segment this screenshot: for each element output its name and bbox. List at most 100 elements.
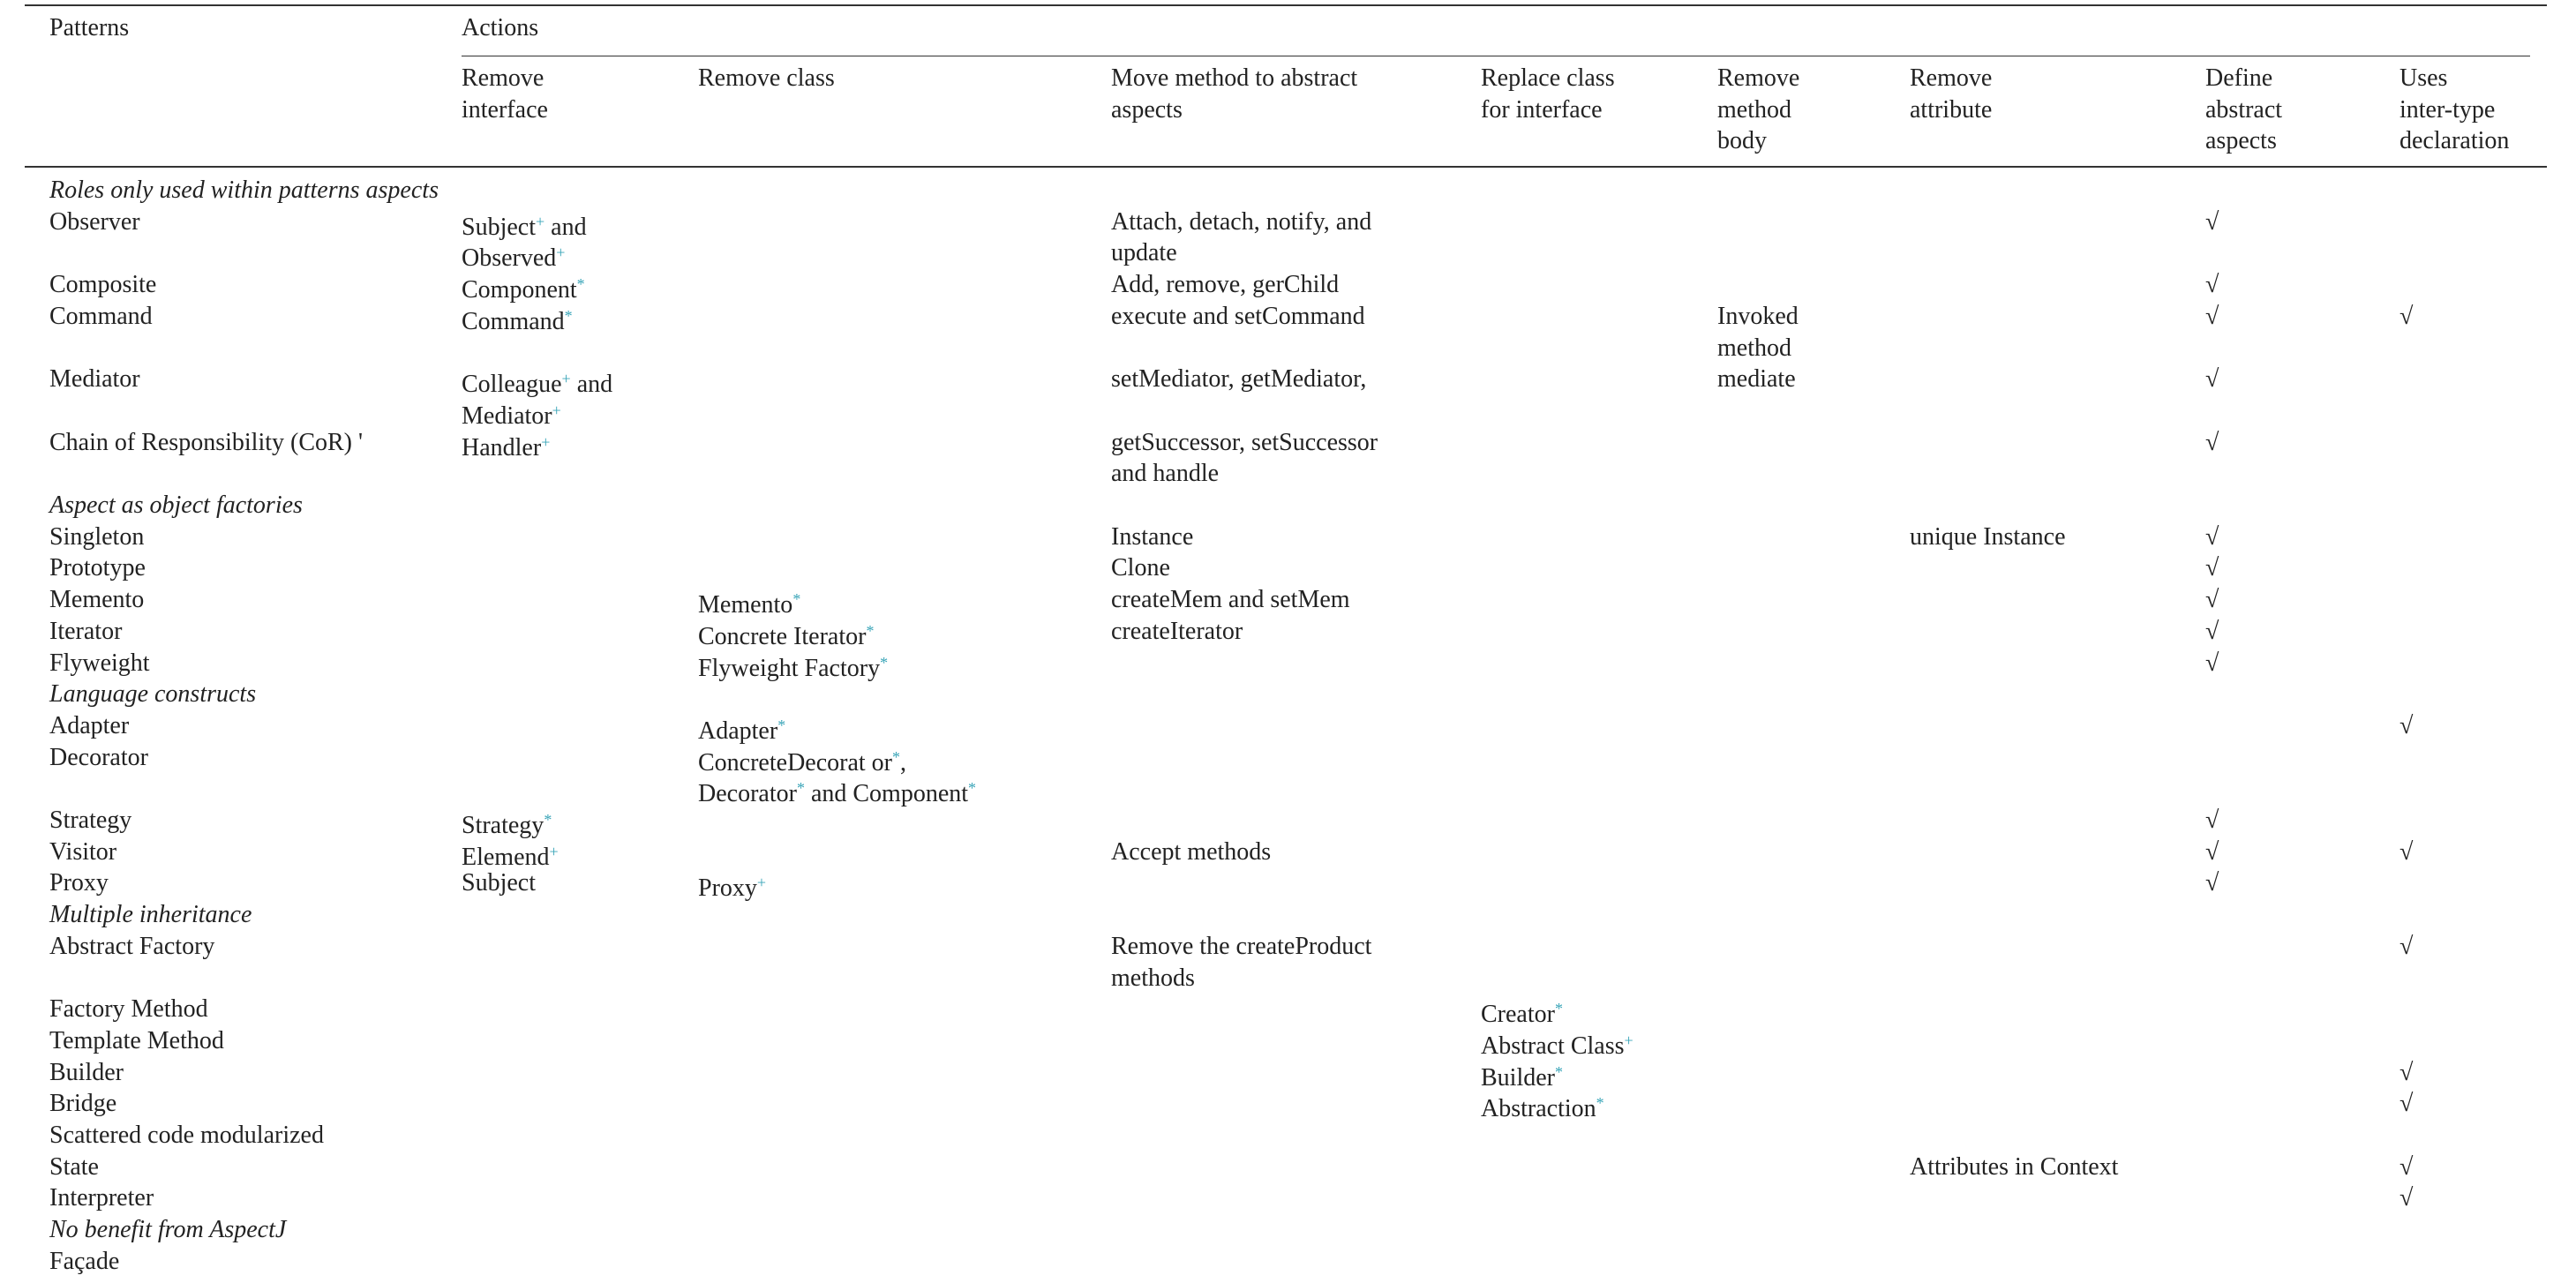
column-header: Move method to abstract xyxy=(1111,64,1358,92)
column-header: Define xyxy=(2205,64,2273,92)
cell-line: Abstraction* xyxy=(1481,1088,1604,1125)
group-label: Multiple inheritance xyxy=(49,901,252,929)
cell-text: √ xyxy=(2205,271,2219,299)
cell-line: Flyweight Factory* xyxy=(698,648,888,685)
cell-text: √ xyxy=(2205,522,2219,551)
cell-text: √ xyxy=(2205,365,2219,394)
cell-text: and xyxy=(544,213,587,241)
cell-text: mediate xyxy=(1717,365,1796,394)
cell-text: Mediator xyxy=(462,401,552,430)
superscript: * xyxy=(777,716,786,734)
cell-text: √ xyxy=(2205,649,2219,677)
cell-text: √ xyxy=(2400,1058,2414,1086)
cell-text: Observed xyxy=(462,244,557,273)
cell-text: update xyxy=(1111,239,1177,267)
cell-line: mediate xyxy=(1717,364,1796,395)
cell-text: , xyxy=(900,748,906,777)
cell-text: execute and setCommand xyxy=(1111,302,1365,330)
cell-line: Command* xyxy=(462,301,573,338)
column-header: abstract xyxy=(2205,95,2283,124)
superscript: * xyxy=(564,306,573,325)
cell-text: unique Instance xyxy=(1910,522,2066,551)
cell-text: Accept methods xyxy=(1111,837,1272,866)
cell-line: √ xyxy=(2205,521,2219,553)
column-header: Remove xyxy=(1910,64,1993,92)
cell-line: √ xyxy=(2205,427,2219,459)
cell-text: Subject xyxy=(462,869,536,897)
cell-line: √ xyxy=(2400,710,2413,742)
superscript: * xyxy=(792,590,801,609)
superscript: + xyxy=(1624,1031,1633,1049)
cell-text: √ xyxy=(2205,554,2219,582)
cell-text: Adapter xyxy=(698,717,778,745)
pattern-name: Proxy xyxy=(49,869,109,897)
superscript: + xyxy=(541,432,551,451)
cell-line: Subject+ and xyxy=(462,206,587,244)
cell-text: Abstract Class xyxy=(1481,1032,1625,1060)
cell-text: √ xyxy=(2400,1152,2414,1181)
cell-text: Colleague xyxy=(462,371,562,399)
cell-line: Colleague+ and xyxy=(462,364,612,401)
cell-text: Creator xyxy=(1481,1001,1555,1029)
column-header: Remove class xyxy=(698,64,835,92)
cell-text: √ xyxy=(2400,1090,2414,1118)
cell-text: Command xyxy=(462,307,565,335)
column-header: Uses xyxy=(2400,64,2448,92)
cell-line: getSuccessor, setSuccessor xyxy=(1111,427,1378,459)
cell-text: Add, remove, gerChild xyxy=(1111,271,1340,299)
cell-line: setMediator, getMediator, xyxy=(1111,364,1366,395)
cell-line: Decorator* and Component* xyxy=(698,773,976,810)
cell-text: setMediator, getMediator, xyxy=(1111,365,1367,394)
column-header: method xyxy=(1717,95,1791,124)
cell-text: Elemend xyxy=(462,843,550,871)
pattern-name: Adapter xyxy=(49,711,130,739)
superscript: + xyxy=(549,842,559,860)
cell-line: √ xyxy=(2400,931,2413,963)
column-header: Replace class xyxy=(1481,64,1615,92)
cell-line: √ xyxy=(2205,552,2219,584)
actions-header: Actions xyxy=(462,14,539,41)
cell-line: Strategy* xyxy=(462,805,552,842)
cell-line: Abstract Class+ xyxy=(1481,1025,1633,1062)
cell-line: Handler+ xyxy=(462,427,550,464)
cell-text: Attach, detach, notify, and xyxy=(1111,207,1372,236)
pattern-name: Flyweight xyxy=(49,649,150,677)
cell-line: √ xyxy=(2205,301,2219,333)
pattern-name: Builder xyxy=(49,1058,124,1086)
cell-line: Attach, detach, notify, and xyxy=(1111,206,1371,238)
pattern-name: Façade xyxy=(49,1247,120,1275)
cell-text: √ xyxy=(2205,869,2219,897)
cell-line: √ xyxy=(2400,301,2413,333)
cell-text: createIterator xyxy=(1111,617,1243,645)
cell-text: createMem and setMem xyxy=(1111,586,1350,614)
column-header: declaration xyxy=(2400,127,2510,155)
cell-text: Builder xyxy=(1481,1063,1555,1092)
pattern-name: Chain of Responsibility (CoR) ' xyxy=(49,428,364,456)
cell-line: methods xyxy=(1111,963,1195,994)
cell-text: Remove the createProduct xyxy=(1111,932,1372,960)
pattern-name: Visitor xyxy=(49,837,117,866)
superscript: * xyxy=(866,621,875,640)
cell-line: Proxy+ xyxy=(698,867,766,904)
cell-line: √ xyxy=(2400,1152,2413,1183)
column-header: for interface xyxy=(1481,95,1603,124)
superscript: * xyxy=(544,811,552,829)
pattern-name: Composite xyxy=(49,271,157,299)
cell-line: √ xyxy=(2205,867,2219,899)
cell-line: √ xyxy=(2400,837,2413,868)
superscript: * xyxy=(1596,1094,1604,1113)
cell-line: √ xyxy=(2400,1088,2413,1120)
cell-line: Memento* xyxy=(698,584,800,621)
superscript: + xyxy=(536,212,545,230)
cell-line: Builder* xyxy=(1481,1057,1563,1094)
superscript: * xyxy=(1555,1062,1563,1081)
cell-line: Creator* xyxy=(1481,994,1563,1031)
cell-line: √ xyxy=(2205,616,2219,648)
cell-text: and xyxy=(570,371,613,399)
cell-text: Flyweight Factory xyxy=(698,654,881,682)
pattern-name: Command xyxy=(49,302,153,330)
superscript: * xyxy=(576,275,585,294)
cell-line: Component* xyxy=(462,269,585,306)
group-label: Language constructs xyxy=(49,680,257,709)
column-header: inter-type xyxy=(2400,95,2496,124)
